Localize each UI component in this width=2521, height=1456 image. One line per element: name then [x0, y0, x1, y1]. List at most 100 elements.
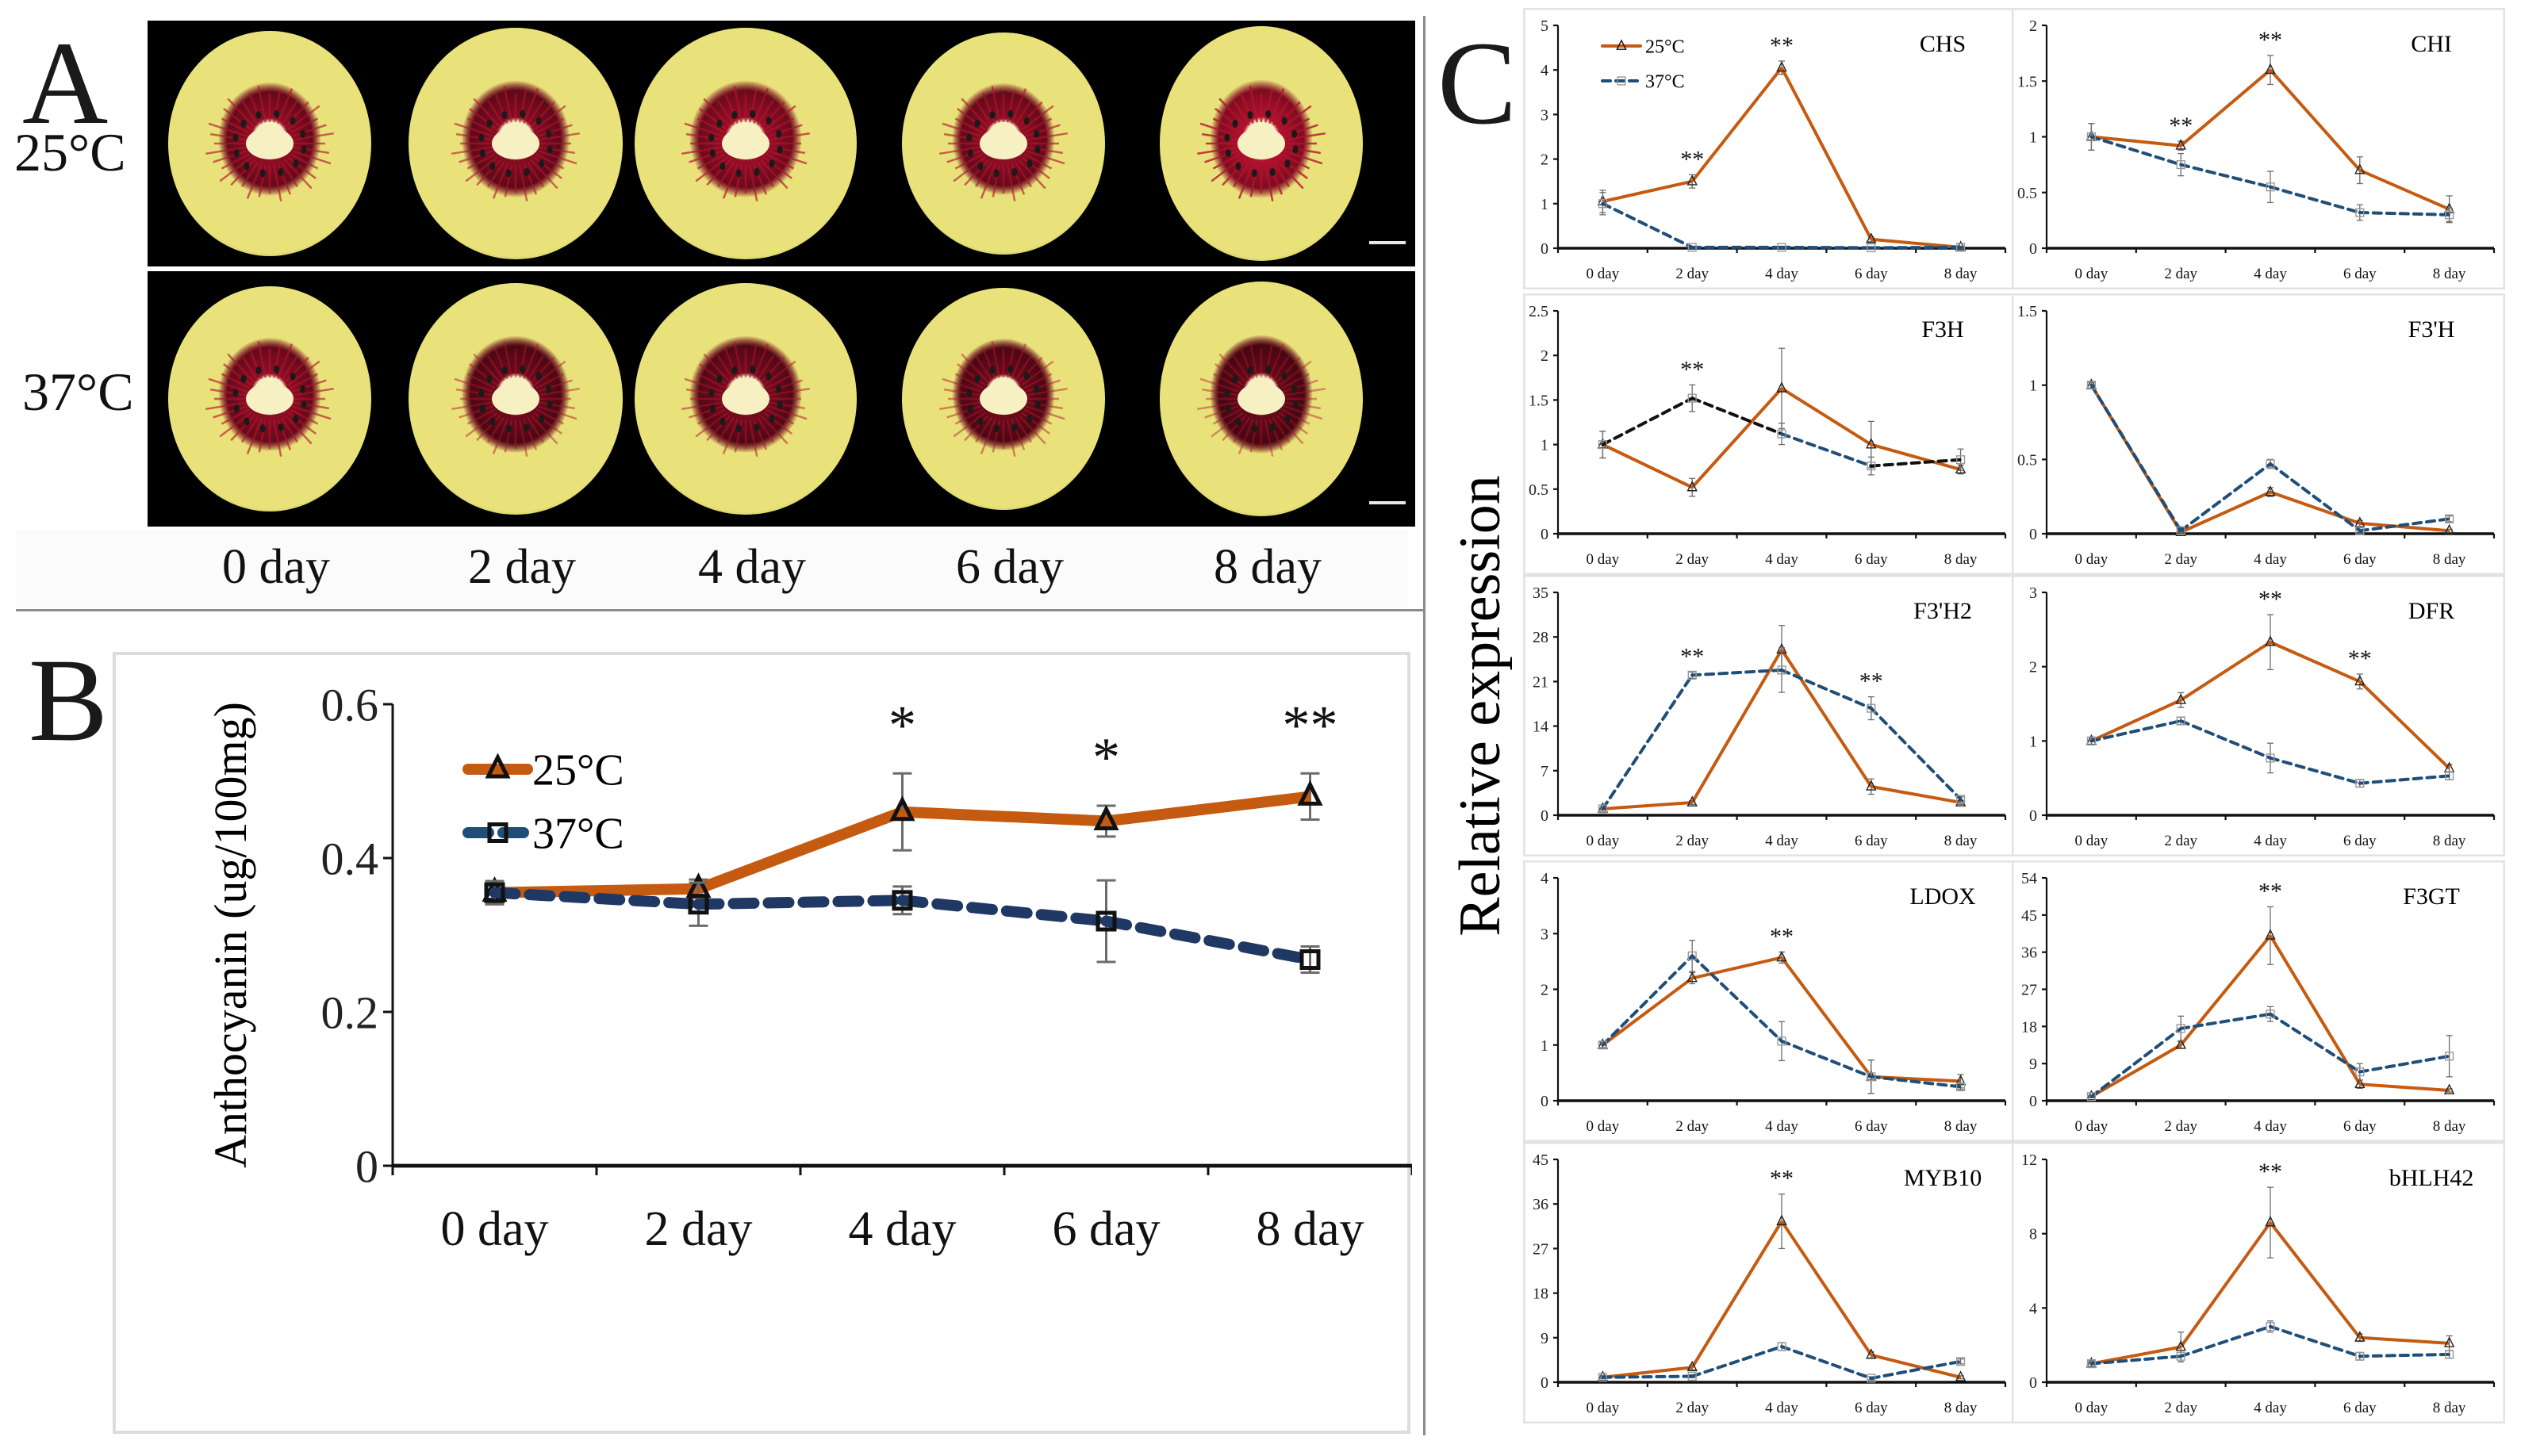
significance-marker: *: [1092, 727, 1120, 788]
series-line-segment-25c: [2270, 490, 2361, 525]
series-line-segment-37c: [1601, 954, 1694, 1047]
kiwi-streak: [280, 99, 299, 126]
series-line-segment-37c: [1690, 397, 1783, 436]
kiwi-seed: [547, 145, 553, 154]
kiwi-streak: [1026, 132, 1068, 141]
kiwi-core: [492, 383, 539, 415]
kiwi-seed: [709, 404, 716, 413]
kiwi-slice: [1160, 26, 1363, 261]
kiwi-seed: [1225, 149, 1231, 158]
square-marker: [1956, 795, 1966, 804]
kiwi-streak: [257, 341, 267, 378]
kiwi-seed: [293, 415, 299, 423]
kiwi-seed: [232, 133, 239, 142]
gene-chart-ldox: 0 1 2 3 4 0 day 2 day 4 day 6 day 8 day LDOX **: [1523, 860, 2016, 1142]
y-tick-label: 2: [1541, 151, 1548, 169]
kiwi-streak: [1026, 146, 1064, 155]
kiwi-streak: [684, 122, 724, 137]
x-tick-label: 2 day: [2164, 833, 2197, 849]
x-tick-label: 4 day: [848, 1202, 956, 1256]
x-tick-label: 0 day: [2075, 1400, 2109, 1416]
kiwi-streak: [486, 416, 505, 443]
kiwi-streak: [722, 163, 739, 199]
kiwi-streak: [1199, 377, 1240, 393]
legend-label: 25°C: [1645, 36, 1685, 57]
x-tick-label: 8 day: [1944, 1400, 1978, 1416]
kiwi-streak: [1264, 164, 1274, 201]
kiwi-streak: [503, 86, 513, 123]
kiwi-seed: [1291, 129, 1298, 138]
y-tick-label: 18: [1533, 1285, 1548, 1303]
kiwi-seed: [974, 374, 980, 383]
kiwi-streak: [769, 387, 810, 397]
y-tick-label: 1: [2029, 129, 2037, 147]
kiwi-seed: [240, 374, 247, 383]
kiwi-streak: [530, 159, 558, 190]
kiwi-seed: [977, 162, 984, 171]
significance-marker: **: [2258, 586, 2282, 612]
x-tick-label: 0 day: [1587, 551, 1620, 568]
kiwi-seed: [278, 168, 284, 177]
kiwi-streak: [1283, 150, 1323, 165]
series-line-segment-37c: [1780, 668, 1873, 711]
y-tick-label: 1: [2029, 733, 2037, 750]
triangle-marker: [2265, 485, 2276, 496]
kiwi-streak: [760, 356, 785, 384]
kiwi-streak: [523, 343, 539, 380]
kiwi-seed: [535, 117, 542, 125]
kiwi-seed: [255, 366, 262, 374]
triangle-marker: [2265, 63, 2276, 75]
series-line-segment-25c: [1602, 800, 1693, 810]
x-tick-label: 6 day: [2343, 833, 2377, 849]
triangle-marker: [889, 795, 915, 822]
x-tick-label: 2 day: [1675, 1400, 1709, 1416]
kiwi-seed: [478, 133, 485, 142]
triangle-marker: [1955, 1370, 1967, 1381]
x-tick-label: 6 day: [2343, 266, 2377, 282]
kiwi-seed: [255, 110, 262, 119]
kiwi-streak: [767, 405, 808, 420]
square-marker: [1867, 1374, 1876, 1383]
y-tick-label: 2.5: [1529, 303, 1548, 320]
chart-frame: [1523, 860, 2016, 1142]
kiwi-streak: [1204, 150, 1240, 163]
kiwi-seed: [520, 365, 526, 374]
x-tick-label: 6 day: [1052, 1202, 1160, 1256]
series-line-segment-25c: [2090, 698, 2182, 743]
photo-row-37c: [148, 271, 1415, 527]
triangle-marker: [2354, 674, 2366, 686]
kiwi-streak: [769, 132, 810, 141]
kiwi-streak: [209, 388, 247, 397]
square-marker: [892, 890, 913, 911]
series-line-segment-37c: [2269, 1324, 2362, 1358]
series-line-segment-37c: [1780, 245, 1873, 250]
day-label: 2 day: [468, 540, 577, 594]
square-marker: [2266, 753, 2275, 763]
scale-bar: [1369, 241, 1406, 244]
series-line-segment-25c: [1691, 956, 1782, 980]
kiwi-streak: [287, 156, 317, 179]
kiwi-streak: [1211, 412, 1244, 438]
kiwi-streak: [213, 405, 248, 419]
kiwi-streak: [685, 388, 723, 397]
gene-title: F3H: [1921, 316, 1963, 343]
kiwi-streak: [465, 412, 498, 438]
kiwi-streak: [695, 156, 728, 182]
y-tick-label: 12: [2021, 1151, 2037, 1169]
significance-marker: **: [1770, 923, 1794, 949]
kiwi-streak: [763, 105, 796, 131]
series-line-segment-37c: [489, 887, 704, 910]
kiwi-seed: [1292, 400, 1299, 409]
kiwi-streak: [476, 159, 501, 186]
y-tick-label: 1.5: [2017, 303, 2037, 320]
kiwi-streak: [526, 416, 545, 443]
triangle-marker: [2354, 163, 2366, 174]
x-tick-label: 6 day: [1855, 266, 1888, 282]
kiwi-slice: [902, 33, 1105, 255]
series-line-segment-37c: [2269, 185, 2362, 215]
kiwi-seed: [769, 159, 775, 168]
significance-marker: **: [1770, 1166, 1794, 1192]
kiwi-core: [980, 383, 1027, 415]
kiwi-streak: [539, 387, 580, 397]
square-marker: [2086, 132, 2097, 142]
